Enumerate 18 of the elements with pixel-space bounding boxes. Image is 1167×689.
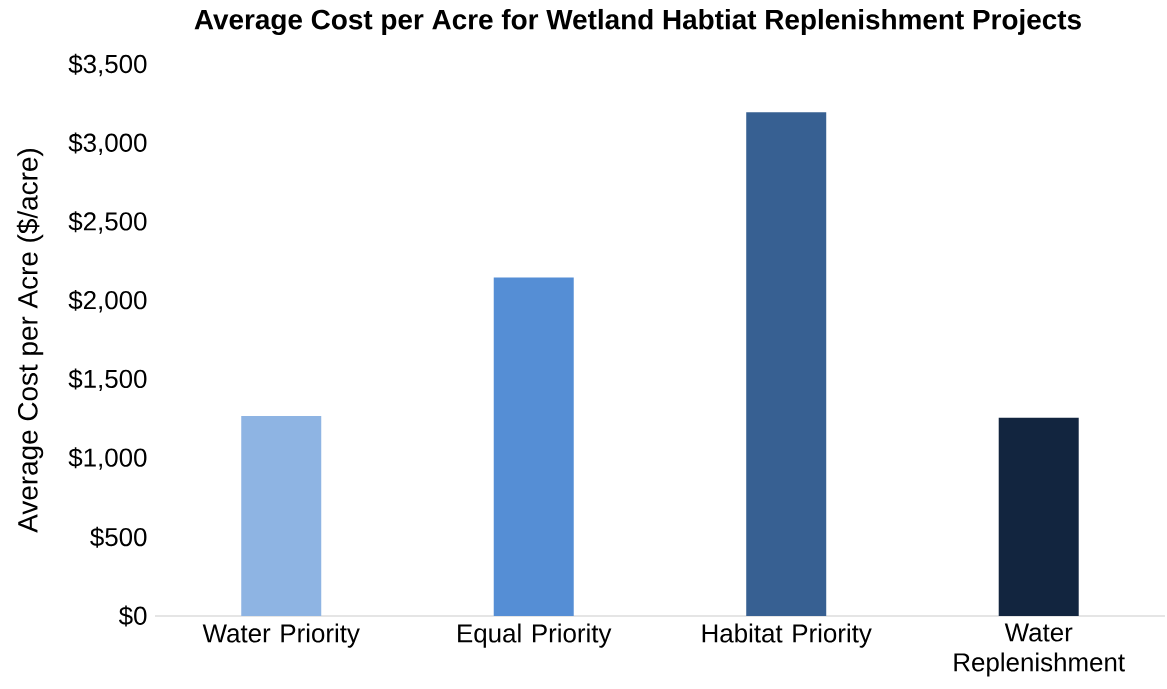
x-tick-label: Water Priority [202,623,360,648]
y-tick-label: $2,500 [68,211,147,234]
bar [241,416,322,616]
x-tick-label: Habitat Priority [702,623,872,648]
y-tick-label: $500 [90,526,147,548]
y-tick-label: $3,500 [68,53,147,77]
y-tick-label: $1,500 [68,368,147,392]
y-tick-label: $2,000 [68,289,147,313]
y-tick-label: $3,000 [68,132,147,155]
bar [998,417,1079,616]
bar [493,277,574,616]
y-tick-label: $1,000 [68,447,147,470]
y-tick-label: $0 [118,605,147,627]
x-tick-label: Water Replenishment [954,623,1125,677]
y-axis-title: Average Cost per Acre ($/acre) [16,149,44,533]
x-tick-label: Equal Priority [458,623,612,648]
chart-title: Average Cost per Acre for Wetland Habtiat Replenishment Projects [194,8,1081,36]
bar [746,112,827,616]
